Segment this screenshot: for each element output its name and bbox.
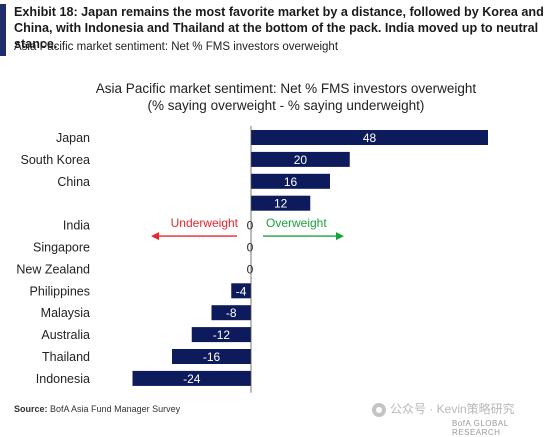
source-note: Source: BofA Asia Fund Manager Survey	[14, 404, 180, 414]
data-label: -16	[203, 350, 221, 364]
bar	[251, 130, 488, 145]
annotations: Underweight Overweight	[151, 216, 344, 241]
exhibit-title: Exhibit 18: Japan remains the most favor…	[14, 5, 544, 51]
chart-subtitle: (% saying overweight - % saying underwei…	[148, 98, 425, 113]
category-label: China	[57, 175, 90, 189]
category-label: Australia	[41, 328, 90, 342]
bar	[251, 173, 330, 189]
source-label: Source:	[14, 404, 48, 414]
data-label: -8	[226, 306, 237, 320]
watermark: 公众号 · Kevin策略研究	[372, 400, 515, 417]
category-label: New Zealand	[16, 262, 90, 276]
category-label: Philippines	[30, 284, 90, 298]
data-label: 0	[247, 262, 254, 276]
data-label: -24	[183, 372, 201, 386]
category-label: South Korea	[21, 153, 91, 167]
right-arrow-icon	[336, 232, 344, 241]
bar-chart: Asia Pacific market sentiment: Net % FMS…	[16, 81, 488, 393]
bar	[231, 283, 251, 299]
data-label: 0	[247, 219, 254, 233]
source-text: BofA Asia Fund Manager Survey	[50, 404, 181, 414]
chart-title: Asia Pacific market sentiment: Net % FMS…	[96, 81, 477, 96]
exhibit-subtitle: Asia Pacific market sentiment: Net % FMS…	[14, 41, 339, 53]
overweight-label: Overweight	[266, 216, 327, 230]
bar	[251, 151, 350, 167]
data-label: 48	[363, 131, 377, 145]
watermark-sub: BofA GLOBAL RESEARCH	[452, 419, 509, 437]
bar	[172, 349, 251, 364]
data-label: -12	[213, 328, 231, 342]
left-arrow-icon	[151, 232, 159, 241]
category-label: Japan	[56, 131, 90, 145]
wechat-icon	[372, 402, 386, 417]
data-label: 16	[284, 175, 298, 189]
data-label: 12	[274, 197, 288, 211]
data-label: -4	[236, 284, 247, 298]
category-label: India	[63, 219, 90, 233]
data-label: 20	[294, 153, 308, 167]
category-labels: Japan South Korea China India Singapore New Z…	[16, 131, 90, 386]
bar	[251, 195, 311, 211]
category-label: Thailand	[42, 350, 90, 364]
bar	[132, 370, 251, 386]
underweight-label: Underweight	[171, 216, 239, 230]
exhibit-accent-bar	[0, 4, 6, 56]
category-label: Singapore	[33, 241, 90, 255]
category-label: Indonesia	[36, 372, 90, 386]
bar	[191, 327, 251, 343]
category-label: Malaysia	[41, 306, 90, 320]
bar	[211, 305, 251, 321]
data-label: 0	[247, 241, 254, 255]
watermark-text: 公众号 · Kevin策略研究	[390, 402, 515, 416]
